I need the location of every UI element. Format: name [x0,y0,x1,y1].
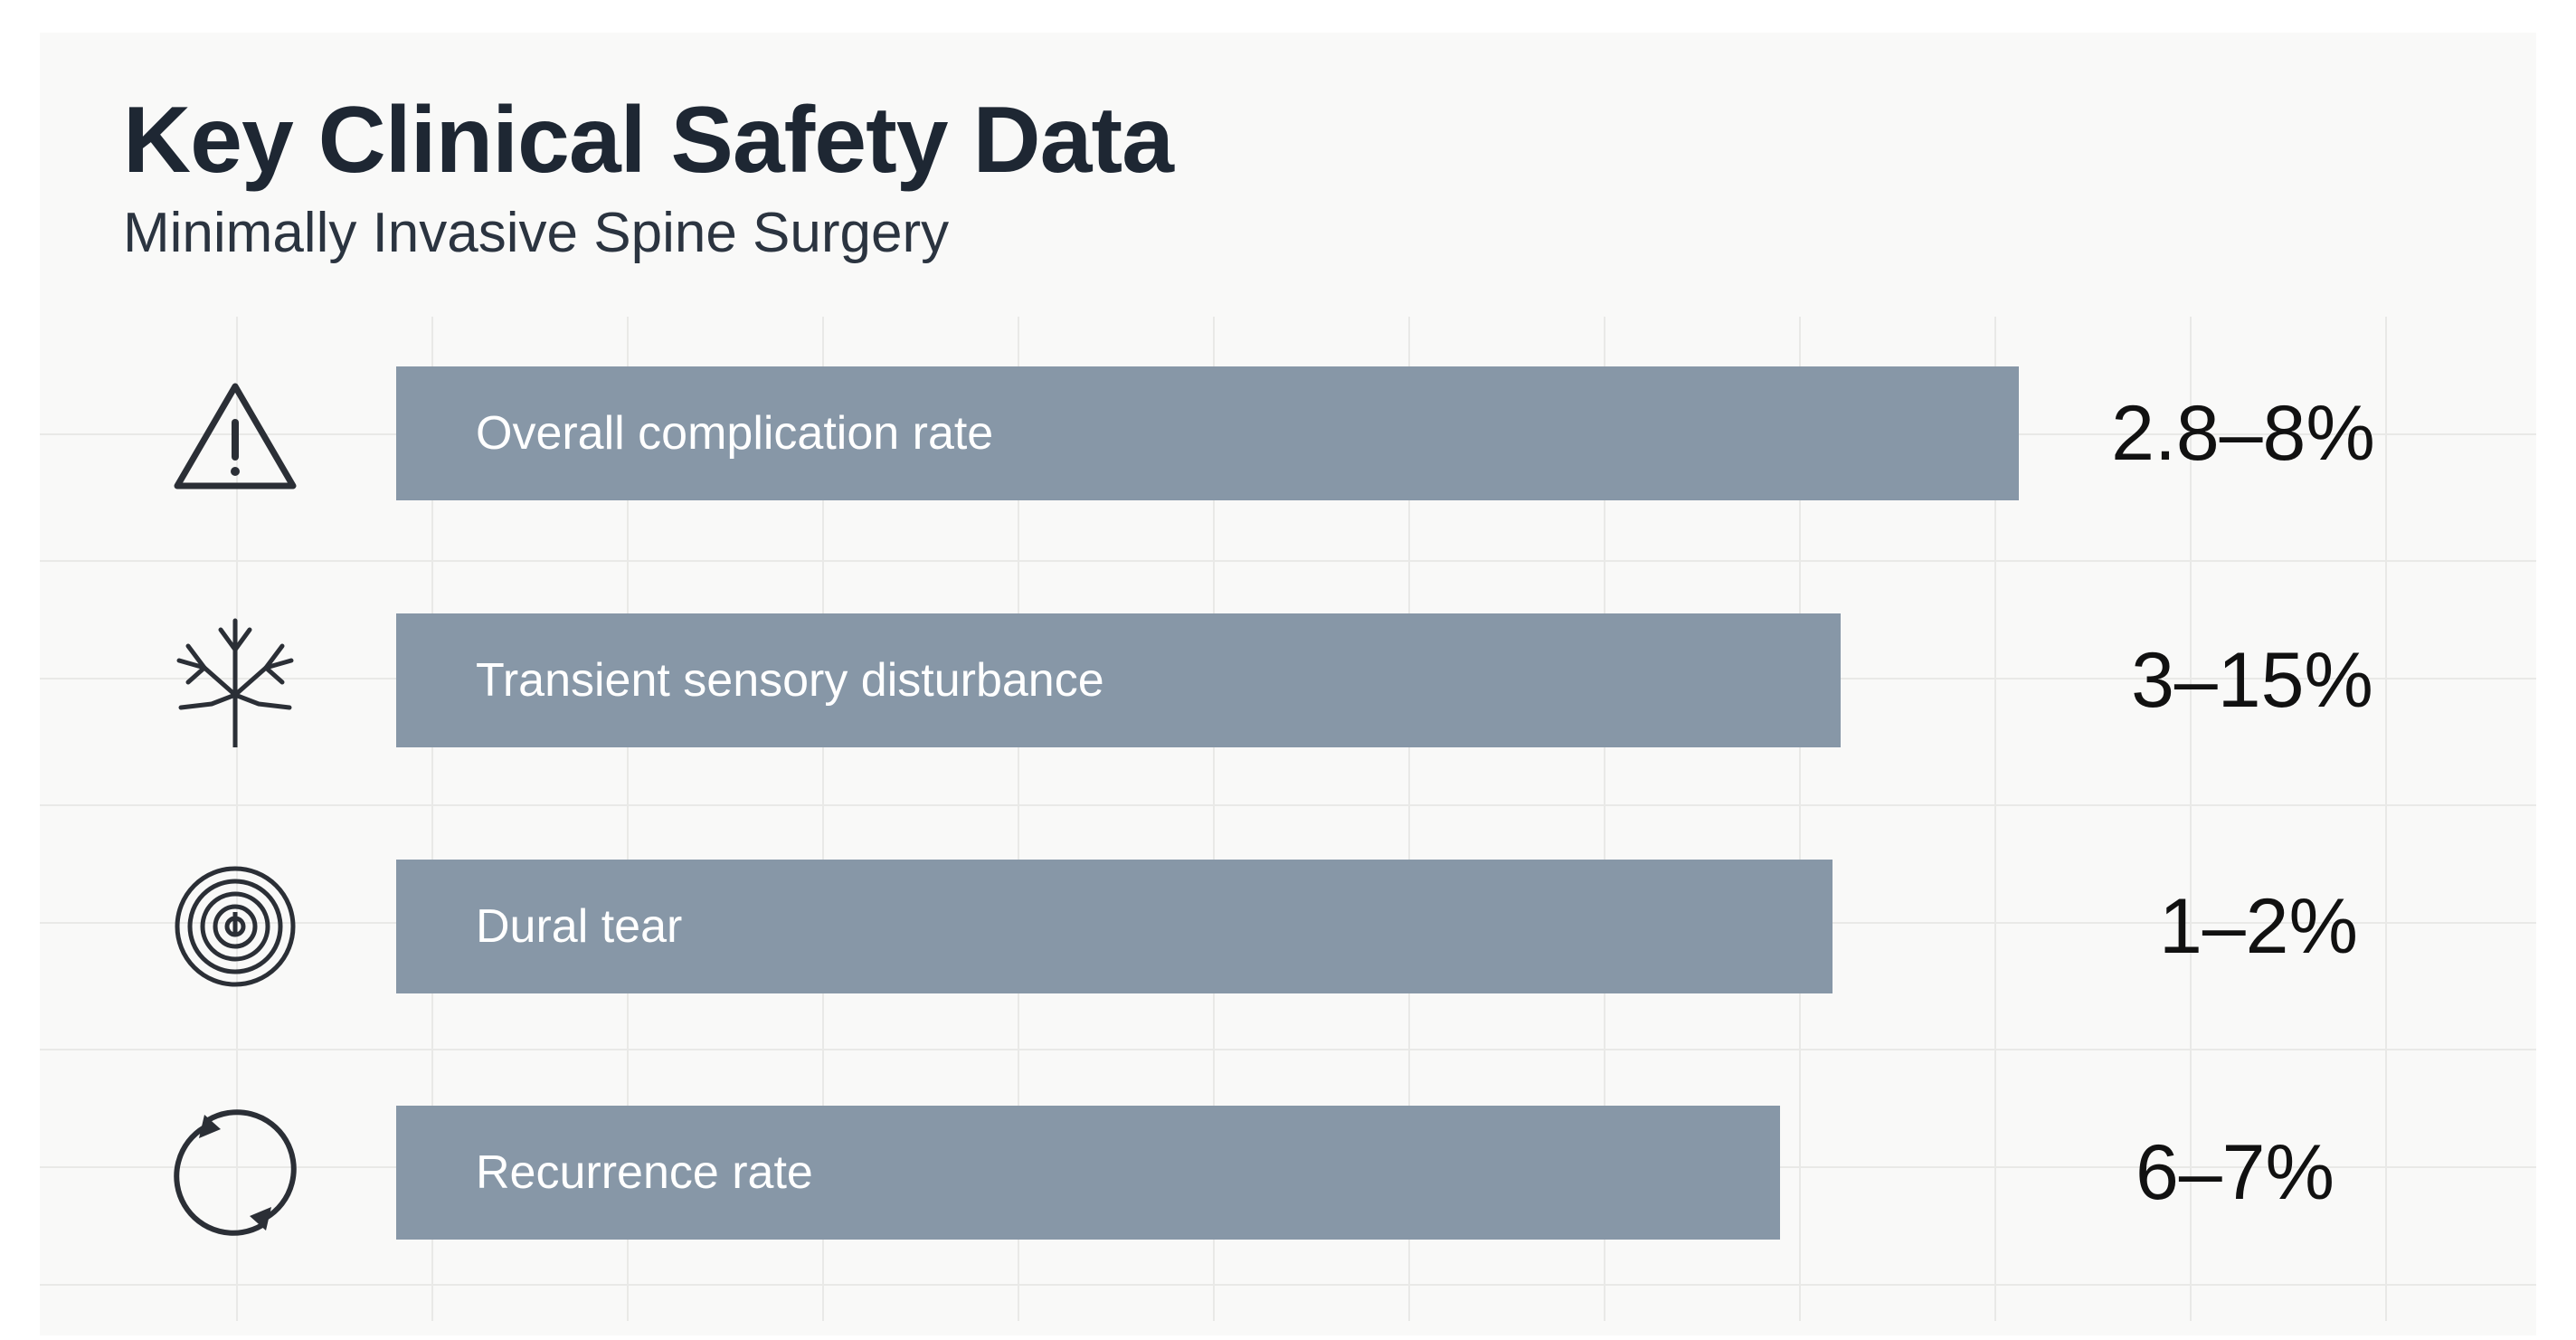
bar: Recurrence rate [396,1106,1780,1240]
bar: Dural tear [396,860,1833,993]
value-label: 3–15% [2131,637,2373,724]
bar-row: Transient sensory disturbance 3–15% [0,613,2576,747]
bar-label: Dural tear [476,900,683,953]
bar-row: Recurrence rate 6–7% [0,1106,2576,1240]
bar: Transient sensory disturbance [396,613,1841,747]
bar-label: Transient sensory disturbance [476,654,1104,707]
page-subtitle: Minimally Invasive Spine Surgery [123,202,950,264]
value-label: 1–2% [2159,883,2358,970]
nerve-icon [168,613,302,747]
bar: Overall complication rate [396,366,2019,500]
warning-icon [168,366,302,500]
concentric-circles-icon [168,860,302,993]
bar-label: Overall complication rate [476,407,994,460]
value-label: 6–7% [2136,1129,2334,1216]
bar-row: Dural tear 1–2% [0,860,2576,993]
value-label: 2.8–8% [2111,390,2375,477]
bar-label: Recurrence rate [476,1146,813,1199]
bar-row: Overall complication rate 2.8–8% [0,366,2576,500]
recurrence-arrows-icon [168,1106,302,1240]
page-title: Key Clinical Safety Data [123,88,1174,193]
